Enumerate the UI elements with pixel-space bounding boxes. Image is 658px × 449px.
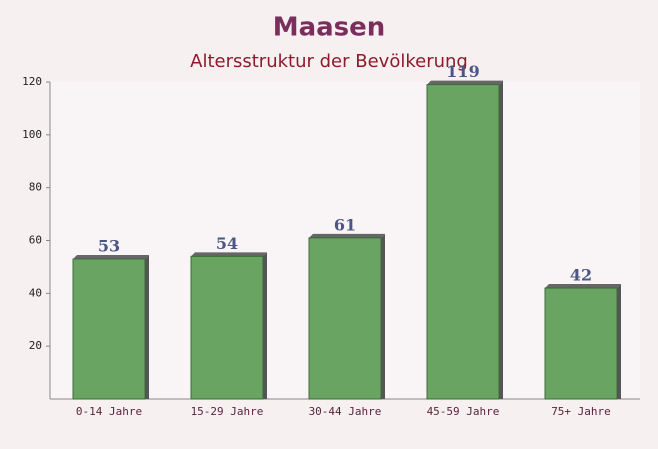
y-tick-label: 100 [22,128,42,141]
x-tick-label: 15-29 Jahre [191,405,264,418]
x-tick-label: 0-14 Jahre [76,405,142,418]
value-label: 54 [216,234,238,253]
bar-top [73,254,149,259]
chart-subtitle: Altersstruktur der Bevölkerung [190,51,468,72]
y-tick-label: 40 [29,286,42,299]
bar [544,287,618,400]
bar-shadow [381,233,385,399]
value-label: 53 [98,236,120,255]
chart-title: Maasen [273,13,386,43]
bar [190,255,264,400]
bar-shadow [617,284,621,399]
bar [308,237,382,400]
bar-top [427,80,503,85]
y-tick-label: 120 [22,75,42,88]
y-tick-label: 20 [29,339,42,352]
bar-top [545,284,621,289]
y-tick-label: 80 [29,181,42,194]
bar-shadow [145,254,149,399]
x-tick-label: 30-44 Jahre [309,405,382,418]
bar-shadow [499,80,503,400]
value-label: 119 [446,62,479,81]
bar [72,258,146,400]
bar-top [191,252,267,257]
value-label: 61 [334,215,356,234]
x-tick-label: 75+ Jahre [551,405,611,418]
bar-shadow [263,252,267,399]
x-tick-label: 45-59 Jahre [427,405,500,418]
value-label: 42 [570,266,592,285]
bar-top [309,233,385,238]
y-tick-label: 60 [29,234,42,247]
bar [426,84,500,400]
